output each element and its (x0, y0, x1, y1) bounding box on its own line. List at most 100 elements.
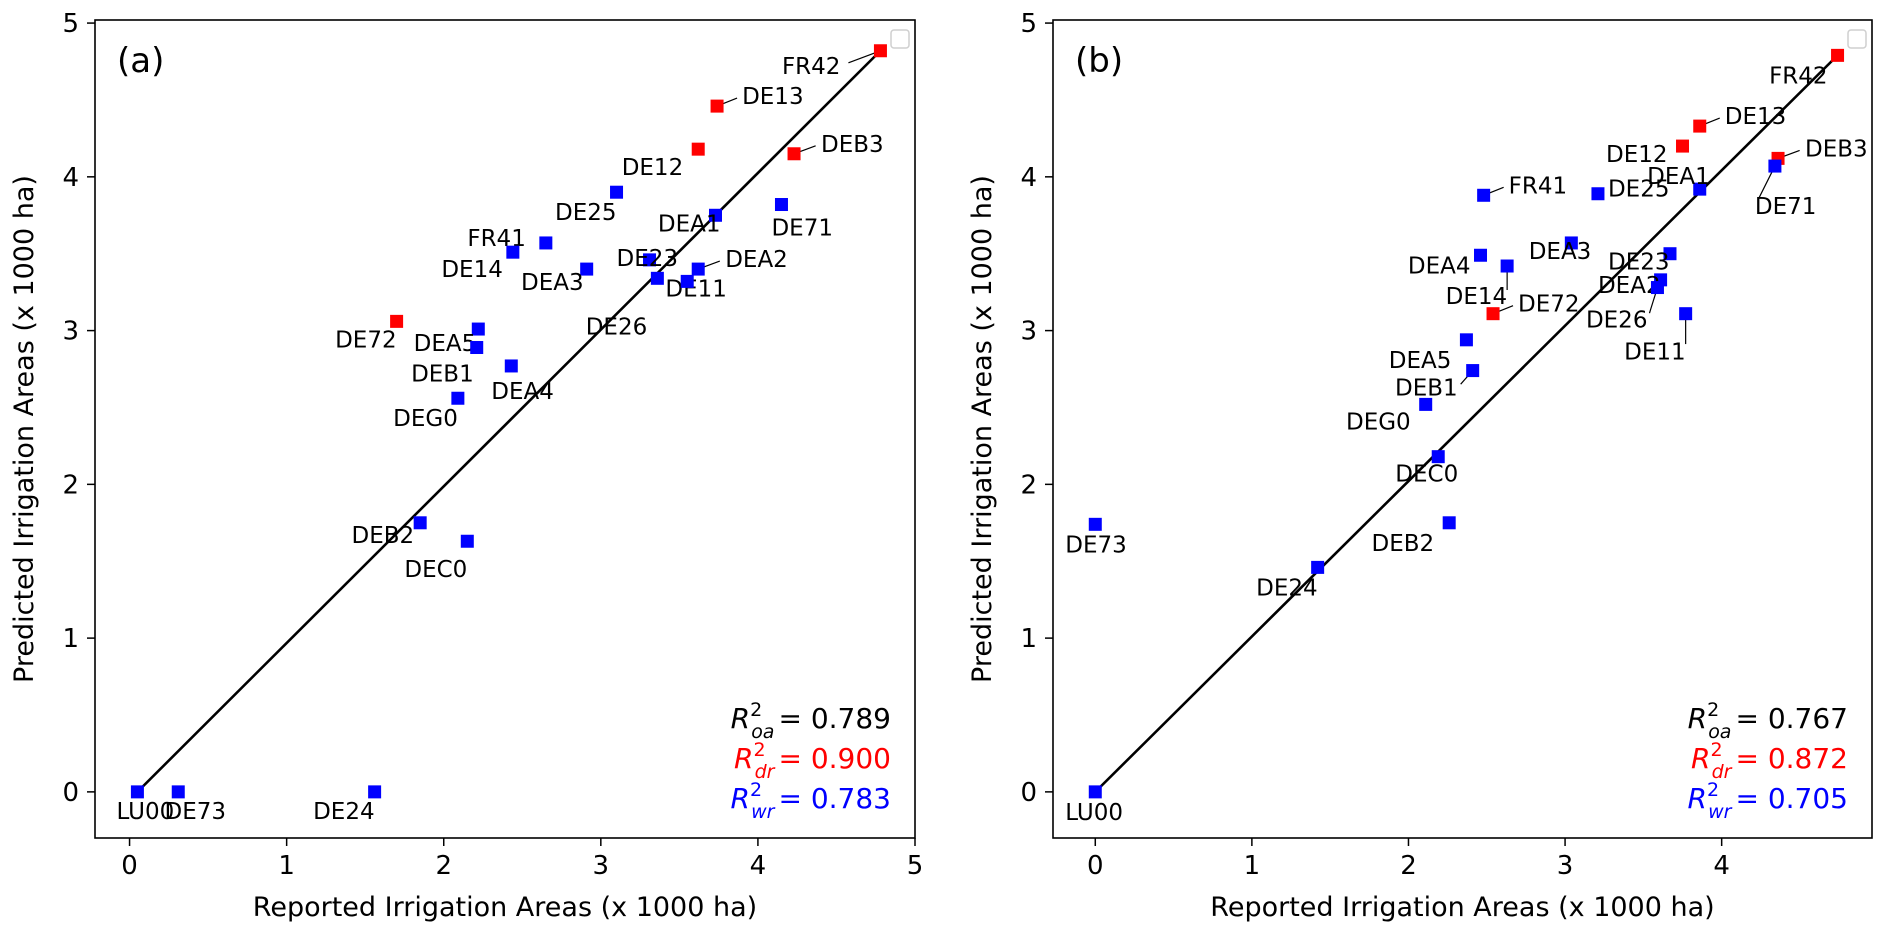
x-axis-title: Reported Irrigation Areas (x 1000 ha) (253, 892, 757, 923)
point-fr41 (539, 236, 553, 250)
point-label-de25: DE25 (555, 200, 617, 226)
point-de72 (1486, 307, 1500, 321)
r2-stat-oa: R2 oa = 0.789 (731, 699, 891, 743)
point-label-de72: DE72 (335, 327, 397, 353)
r2-superscript: 2 (754, 739, 766, 761)
plot-frame (1052, 19, 1873, 839)
point-label-dea4: DEA4 (1408, 253, 1471, 279)
y-tick-label: 5 (1020, 9, 1037, 39)
panel-label: (b) (1075, 41, 1123, 81)
y-tick-label: 4 (62, 163, 79, 193)
r2-value: = 0.872 (1735, 742, 1848, 775)
point-de73 (171, 785, 185, 799)
point-label-deb1: DEB1 (1395, 376, 1458, 402)
y-tick-label: 5 (62, 9, 79, 39)
point-de71 (1768, 159, 1782, 173)
x-tick-label: 3 (1557, 851, 1574, 881)
point-label-de73: DE73 (1065, 532, 1127, 558)
point-label-fr42: FR42 (782, 54, 840, 80)
point-dea4 (504, 359, 518, 373)
point-label-de25: DE25 (1608, 177, 1670, 203)
x-tick-label: 4 (750, 851, 767, 881)
point-de26 (1650, 281, 1664, 295)
point-de13 (710, 99, 724, 113)
point-label-de73: DE73 (164, 799, 226, 825)
r2-value: = 0.783 (778, 782, 891, 815)
point-label-dea3: DEA3 (1529, 239, 1592, 265)
r2-value: = 0.705 (1735, 782, 1848, 815)
point-de23 (643, 253, 657, 267)
x-tick-label: 2 (1400, 851, 1417, 881)
r2-value: = 0.767 (1735, 702, 1848, 735)
point-fr42 (873, 44, 887, 58)
point-de24 (368, 785, 382, 799)
r2-subscript: oa (1708, 721, 1731, 743)
r2-stat-wr: R2 wr = 0.705 (1688, 779, 1848, 823)
point-label-de71: DE71 (1755, 194, 1817, 220)
point-de14 (1500, 259, 1514, 273)
r2-subscript: wr (751, 801, 776, 823)
point-label-de71: DE71 (771, 216, 833, 242)
point-dea2 (691, 262, 705, 276)
r2-symbol: R (734, 742, 753, 775)
point-label-dea3: DEA3 (521, 270, 584, 296)
point-deb3 (787, 147, 801, 161)
r2-subscript: dr (755, 761, 776, 783)
y-axis-title: Predicted Irrigation Areas (x 1000 ha) (967, 175, 998, 683)
point-de26 (680, 274, 694, 288)
point-label-lu00: LU00 (117, 799, 175, 825)
r2-stat-oa: R2 oa = 0.767 (1688, 699, 1848, 743)
point-label-fr42: FR42 (1769, 63, 1827, 89)
point-dec0 (1431, 450, 1445, 464)
legend-box (890, 29, 910, 49)
point-de12 (691, 142, 705, 156)
point-deb1 (1466, 364, 1480, 378)
point-label-de23: DE23 (1608, 250, 1670, 276)
r2-stat-wr: R2 wr = 0.783 (731, 779, 891, 823)
point-label-de14: DE14 (1446, 284, 1508, 310)
x-tick-label: 4 (1713, 851, 1730, 881)
point-label-dea5: DEA5 (1389, 348, 1452, 374)
y-tick-label: 0 (62, 778, 79, 808)
point-fr42 (1831, 48, 1845, 62)
point-label-de12: DE12 (1606, 142, 1668, 168)
r2-superscript: 2 (750, 779, 762, 801)
r2-subscript: oa (751, 721, 774, 743)
point-label-deb2: DEB2 (352, 523, 415, 549)
y-tick-label: 3 (62, 317, 79, 347)
x-tick-label: 5 (907, 851, 924, 881)
point-dea3 (580, 262, 594, 276)
point-deb1 (470, 341, 484, 355)
r2-stat-dr: R2 dr = 0.872 (1691, 739, 1848, 783)
y-tick-label: 3 (1020, 317, 1037, 347)
x-tick-label: 3 (593, 851, 610, 881)
point-lu00 (130, 785, 144, 799)
r2-superscript: 2 (750, 699, 762, 721)
point-de71 (774, 198, 788, 212)
r2-stat-dr: R2 dr = 0.900 (734, 739, 891, 783)
point-label-deg0: DEG0 (1346, 409, 1411, 435)
y-axis-title: Predicted Irrigation Areas (x 1000 ha) (9, 175, 40, 683)
point-de23 (1663, 247, 1677, 261)
point-de12 (1676, 139, 1690, 153)
point-de14 (506, 245, 520, 259)
point-label-de11: DE11 (1624, 340, 1686, 366)
point-label-dea1: DEA1 (1647, 164, 1710, 190)
point-label-de26: DE26 (586, 314, 648, 340)
panel-b: 0 1 2 3 4 0 1 2 3 4 5 Reported Irrigation Areas (x … (967, 9, 1873, 923)
point-label-de13: DE13 (1725, 104, 1787, 130)
point-label-de14: DE14 (441, 257, 503, 283)
point-label-deg0: DEG0 (393, 406, 458, 432)
point-label-de72: DE72 (1518, 292, 1580, 318)
r2-symbol: R (731, 782, 750, 815)
y-tick-label: 0 (1020, 778, 1037, 808)
r2-symbol: R (731, 702, 750, 735)
point-dea4 (1474, 248, 1488, 262)
point-de72 (390, 314, 404, 328)
point-de24 (1311, 560, 1325, 574)
point-dea3 (1564, 236, 1578, 250)
point-dea5 (471, 322, 485, 336)
point-label-dea1: DEA1 (658, 211, 721, 237)
